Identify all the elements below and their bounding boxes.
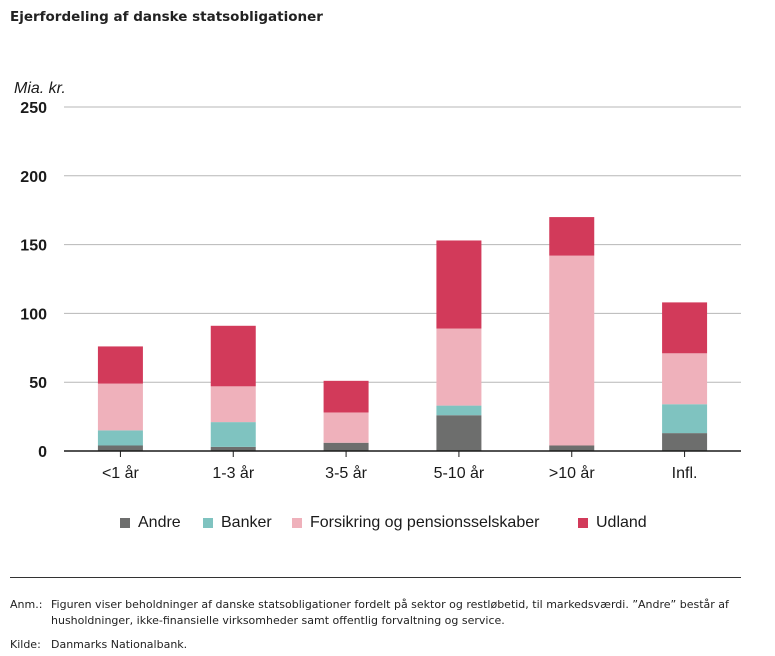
bar-segment-banker <box>662 404 708 434</box>
legend-label: Andre <box>138 514 181 531</box>
bar-segment-andre <box>549 445 595 451</box>
bar-segment-forsikring-og-pensionsselskaber <box>549 255 595 446</box>
x-tick-label: 5-10 år <box>434 464 485 482</box>
y-tick-label: 50 <box>29 375 47 392</box>
legend-swatch <box>120 518 130 528</box>
bar-segment-andre <box>97 445 143 451</box>
x-tick-label: Infl. <box>672 465 698 482</box>
bar-segment-andre <box>323 442 369 451</box>
note-text: Figuren viser beholdninger af danske sta… <box>51 598 729 627</box>
bar-segment-forsikring-og-pensionsselskaber <box>662 353 708 405</box>
legend-label: Udland <box>596 514 647 531</box>
y-tick-label: 250 <box>20 100 47 117</box>
y-tick-label: 200 <box>20 169 47 186</box>
footer-divider <box>10 577 741 578</box>
bar-segment-banker <box>210 422 256 447</box>
axes: 0 50 100 150 200 250 Mia. kr. <1 år 1-3 år 3-5 år… <box>14 80 741 482</box>
legend-swatch <box>292 518 302 528</box>
note-key: Anm.: <box>10 598 43 611</box>
x-tick-label: 1-3 år <box>212 464 254 482</box>
y-tick-label: 150 <box>20 238 47 255</box>
bar-segment-andre <box>436 415 482 451</box>
source-text: Danmarks Nationalbank. <box>51 638 188 651</box>
legend-label: Forsikring og pensionsselskaber <box>310 514 540 531</box>
legend-label: Banker <box>221 514 272 531</box>
chart-title: Ejerfordeling af danske statsobligatione… <box>10 9 323 25</box>
chart-plot: 0 50 100 150 200 250 Mia. kr. <1 år 1-3 år 3-5 år… <box>14 80 741 482</box>
bar-segment-forsikring-og-pensionsselskaber <box>210 386 256 423</box>
y-unit-label: Mia. kr. <box>14 80 66 97</box>
bar-segment-banker <box>97 430 143 446</box>
bar-segment-udland <box>210 325 256 387</box>
legend-swatch <box>578 518 588 528</box>
legend-item-andre: Andre <box>120 514 181 532</box>
legend-item-banker: Banker <box>203 514 272 532</box>
bar-segment-udland <box>323 380 369 413</box>
y-tick-label: 0 <box>38 444 47 461</box>
x-tick-label: >10 år <box>549 464 595 482</box>
bar-segment-forsikring-og-pensionsselskaber <box>436 328 482 406</box>
gridlines <box>64 106 741 383</box>
bar-segment-forsikring-og-pensionsselskaber <box>97 383 143 431</box>
bar-segment-andre <box>210 446 256 451</box>
bar-segment-forsikring-og-pensionsselskaber <box>323 412 369 443</box>
bar-segment-udland <box>97 346 143 384</box>
bar-segment-banker <box>436 405 482 416</box>
bar-segment-andre <box>662 433 708 451</box>
y-tick-label: 100 <box>20 306 47 323</box>
legend-item-udland: Udland <box>578 514 647 532</box>
legend-swatch <box>203 518 213 528</box>
source-key: Kilde: <box>10 638 41 651</box>
legend-item-forsikring-og-pensionsselskaber: Forsikring og pensionsselskaber <box>292 514 539 532</box>
x-tick-label: 3-5 år <box>325 464 367 482</box>
legend: Andre Banker Forsikring og pensionsselskab… <box>0 514 775 536</box>
bar-segment-udland <box>436 240 482 329</box>
bar-segment-udland <box>662 302 708 354</box>
x-tick-label: <1 år <box>102 464 140 482</box>
bars <box>97 217 708 451</box>
bar-segment-udland <box>549 217 595 256</box>
